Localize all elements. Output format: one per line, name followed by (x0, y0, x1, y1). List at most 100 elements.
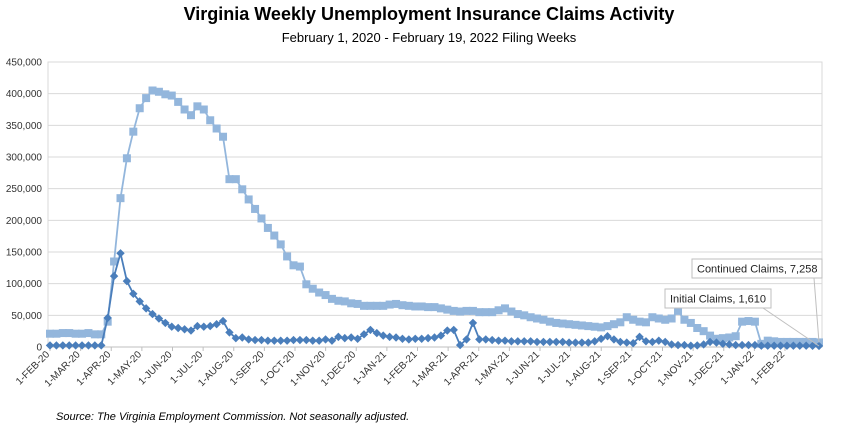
continued-claims-point (58, 329, 67, 338)
continued-claims-point (283, 252, 292, 261)
initial-claims-point (628, 339, 638, 348)
continued-claims-point (488, 308, 497, 317)
continued-claims-point (616, 318, 625, 327)
initial-claims-point (270, 336, 279, 345)
initial-claims-point (552, 337, 561, 347)
continued-claims-point (148, 86, 157, 95)
continued-claims-point (174, 97, 183, 106)
continued-claims-point (731, 332, 740, 341)
continued-claims-point (154, 87, 163, 96)
continued-claims-point (533, 314, 542, 323)
initial-claims-point (109, 271, 119, 281)
x-tick-label: 1-JUN-20 (137, 349, 175, 387)
initial-claims-point (173, 323, 183, 333)
continued-claims-point (520, 311, 529, 320)
continued-claims-point (295, 262, 304, 271)
initial-claims-point (641, 337, 651, 346)
continued-claims-point (590, 322, 599, 331)
continued-claims-point (584, 322, 593, 331)
initial-claims-point (58, 341, 68, 350)
initial-claims-point (411, 334, 420, 343)
continued-claims-point (699, 327, 708, 336)
y-tick-label: 450,000 (6, 58, 43, 69)
continued-claims-point (629, 315, 638, 324)
continued-claims-point (571, 320, 580, 329)
initial-claims-point (455, 340, 465, 350)
y-tick-label: 0 (36, 343, 42, 354)
initial-claims-point (705, 337, 715, 347)
y-tick-label: 400,000 (6, 89, 43, 100)
continued-claims-point (404, 301, 413, 310)
initial-claims-point (622, 338, 631, 347)
initial-claims-point (103, 313, 112, 323)
initial-claims-point (680, 340, 689, 350)
continued-claims-point (379, 301, 388, 310)
initial-claims-point (494, 336, 503, 345)
continued-claims-point (308, 284, 317, 293)
initial-claims-point (757, 341, 766, 350)
continued-claims-point (347, 299, 356, 308)
initial-claims-point (385, 332, 394, 342)
initial-claims-point (468, 318, 478, 328)
initial-claims-point (423, 333, 433, 343)
initial-claims-point (116, 249, 125, 258)
initial-claims-point (417, 334, 426, 343)
continued-claims-point (340, 297, 349, 306)
initial-claims-point (654, 336, 663, 345)
initial-claims-point (327, 336, 337, 345)
continued-claims-point (500, 304, 509, 313)
y-tick-label: 50,000 (11, 311, 42, 322)
initial-claims-point (334, 332, 343, 342)
continued-claims-point (609, 320, 618, 329)
initial-claims-point (487, 335, 497, 345)
continued-claims-point (257, 214, 266, 223)
initial-claims-point (193, 321, 202, 331)
continued-claims-point (46, 329, 54, 338)
initial-claims-callout-leader (762, 307, 820, 347)
initial-claims-point (122, 276, 132, 286)
continued-claims-point (654, 314, 663, 323)
continued-claims-point (327, 294, 336, 303)
continued-claims-point (744, 317, 753, 326)
chart-title: Virginia Weekly Unemployment Insurance C… (183, 4, 675, 24)
initial-claims-point (596, 334, 606, 343)
continued-claims-point (392, 299, 401, 308)
continued-claims-point (706, 331, 715, 340)
initial-claims-point (52, 341, 61, 350)
continued-claims-point (84, 329, 93, 338)
initial-claims-point (718, 339, 728, 349)
initial-claims-point (603, 332, 612, 341)
y-tick-label: 300,000 (6, 153, 43, 164)
y-tick-label: 250,000 (6, 184, 43, 195)
continued-claims-point (635, 317, 644, 326)
initial-claims-point (398, 334, 407, 343)
initial-claims-point (161, 318, 170, 328)
initial-claims-point (808, 341, 817, 351)
continued-claims-point (513, 310, 522, 319)
initial-claims-point (225, 328, 234, 337)
continued-claims-callout-label: Continued Claims, 7,258 (697, 264, 817, 276)
initial-claims-point (436, 331, 446, 340)
initial-claims-point (404, 335, 414, 344)
initial-claims-point (366, 325, 375, 335)
continued-claims-point (674, 306, 683, 315)
continued-claims-point (603, 322, 612, 331)
continued-claims-point (424, 303, 433, 312)
initial-claims-point (520, 337, 529, 346)
initial-claims-point (154, 314, 164, 323)
initial-claims-point (65, 341, 74, 350)
initial-claims-point (302, 335, 311, 345)
continued-claims-point (321, 291, 330, 300)
initial-claims-point (77, 341, 87, 350)
continued-claims-point (161, 90, 170, 99)
continued-claims-point (225, 175, 234, 184)
continued-claims-point (366, 301, 375, 310)
initial-claims-point (167, 322, 176, 331)
x-tick-label: 1-JUN-21 (504, 349, 542, 387)
initial-claims-point (135, 297, 144, 306)
continued-claims-callout-box (691, 258, 823, 279)
continued-claims-point (417, 302, 426, 311)
initial-claims-point (577, 338, 587, 347)
continued-claims-point (142, 94, 151, 103)
